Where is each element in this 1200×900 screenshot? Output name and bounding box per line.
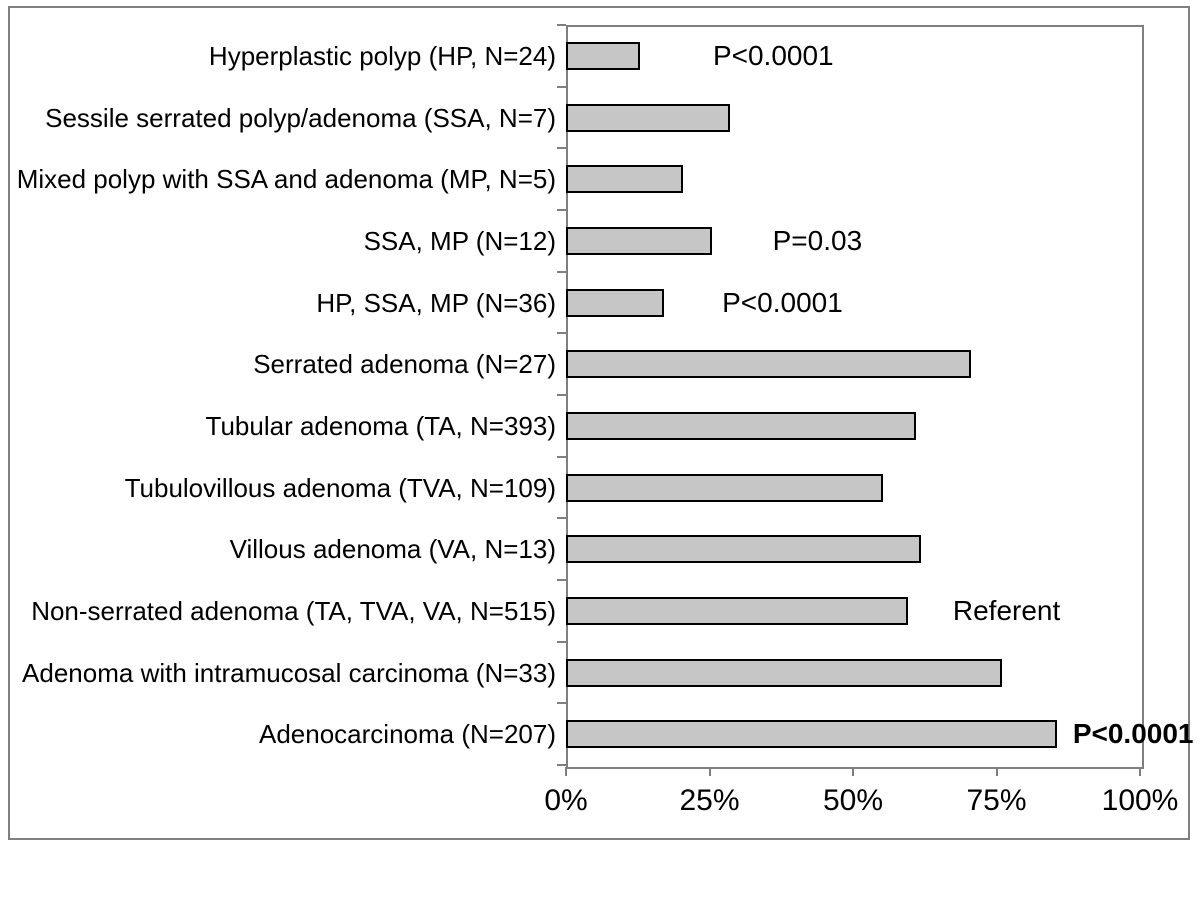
x-axis-tick <box>995 767 998 776</box>
x-axis-tick <box>1139 767 1141 776</box>
category-label: Hyperplastic polyp (HP, N=24) <box>208 40 556 71</box>
y-axis-tick <box>557 332 566 335</box>
y-axis-tick <box>557 517 566 520</box>
x-axis-tick-label: 100% <box>1101 784 1179 817</box>
annotation-referent: Referent <box>952 594 1061 626</box>
category-label: Tubular adenoma (TA, N=393) <box>205 410 556 441</box>
y-axis-tick <box>557 579 566 581</box>
y-axis-tick <box>557 270 566 273</box>
bar <box>566 658 1003 687</box>
bar <box>566 411 917 440</box>
y-axis-tick <box>557 640 566 643</box>
annotation-p-value: P<0.0001 <box>712 39 834 71</box>
category-label: Tubulovillous adenoma (TVA, N=109) <box>124 472 556 503</box>
x-axis-tick <box>852 767 854 776</box>
annotation-p-value: P<0.0001 <box>1072 718 1194 750</box>
y-axis-tick <box>557 85 566 88</box>
category-label: Sessile serrated polyp/adenoma (SSA, N=7… <box>45 102 556 133</box>
plot-area <box>566 25 1144 769</box>
bar <box>566 288 665 317</box>
bar <box>566 41 641 70</box>
x-axis-tick-label: 0% <box>544 784 588 817</box>
bar <box>566 103 730 132</box>
x-axis-tick-label: 50% <box>822 784 884 817</box>
bar <box>566 720 1057 749</box>
annotation-p-value: P<0.0001 <box>722 286 843 318</box>
bar <box>566 535 921 564</box>
x-axis-tick <box>708 767 711 776</box>
category-label: Serrated adenoma (N=27) <box>253 349 556 380</box>
category-label: Adenoma with intramucosal carcinoma (N=3… <box>22 657 556 688</box>
category-label: Non-serrated adenoma (TA, TVA, VA, N=515… <box>31 595 556 626</box>
category-label: HP, SSA, MP (N=36) <box>316 287 556 318</box>
bar <box>566 226 712 255</box>
y-axis-tick <box>557 764 566 766</box>
annotation-p-value: P=0.03 <box>772 224 863 256</box>
bar <box>566 165 683 194</box>
category-label: Adenocarcinoma (N=207) <box>259 719 556 750</box>
category-label: Mixed polyp with SSA and adenoma (MP, N=… <box>16 164 556 195</box>
category-label: SSA, MP (N=12) <box>363 225 556 256</box>
x-axis-tick-label: 75% <box>966 784 1027 817</box>
y-axis-tick <box>557 455 566 458</box>
x-axis-tick-label: 25% <box>679 784 740 817</box>
y-axis-tick <box>557 24 566 26</box>
bar <box>566 473 883 502</box>
category-label: Villous adenoma (VA, N=13) <box>229 534 556 565</box>
bar <box>566 350 971 379</box>
bar <box>566 596 909 625</box>
y-axis-tick <box>557 147 566 150</box>
y-axis-tick <box>557 209 566 211</box>
y-axis-tick <box>557 394 566 396</box>
y-axis-tick <box>557 702 566 705</box>
x-axis-tick <box>565 767 567 776</box>
